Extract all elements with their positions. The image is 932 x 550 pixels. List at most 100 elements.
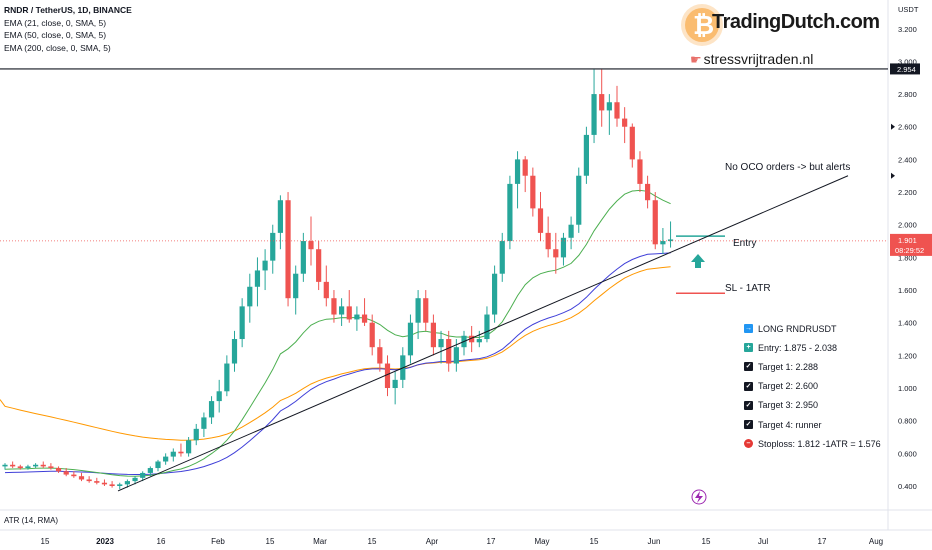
info-row-stoploss: – Stoploss: 1.812 -1ATR = 1.576 <box>744 434 881 453</box>
ema21-path <box>4 189 671 477</box>
info-text: Target 4: runner <box>758 419 822 430</box>
resistance-price-text: 2.954 <box>897 65 916 74</box>
ema200-line <box>0 266 671 441</box>
price-axis[interactable]: USDT 3.200 3.000 2.800 2.600 2.400 2.200 2.000 1… <box>890 5 932 491</box>
time-tick-label: May <box>534 537 549 546</box>
candle-body <box>438 339 444 348</box>
candle-body <box>453 347 459 364</box>
candle-body <box>216 391 222 402</box>
time-tick-label: 15 <box>41 537 50 546</box>
candle-body <box>17 466 23 469</box>
candle-body <box>652 200 658 245</box>
candle-body <box>293 273 299 299</box>
candle-body <box>384 363 391 389</box>
candle-body <box>537 208 544 233</box>
candle-body <box>560 237 567 258</box>
check-icon: ✓ <box>744 362 753 372</box>
candle-body <box>476 339 482 343</box>
info-row-target4: ✓ Target 4: runner <box>744 415 881 434</box>
time-tick-label: Jul <box>758 537 768 546</box>
ema50-line <box>4 252 671 475</box>
info-text: LONG RNDRUSDT <box>758 323 837 334</box>
price-tick-label: 2.200 <box>898 188 917 197</box>
candle-body <box>239 306 245 340</box>
time-tick-label: 17 <box>818 537 827 546</box>
candle-body <box>117 484 123 486</box>
price-tick-label: 0.800 <box>898 417 917 426</box>
indicator-ema50[interactable]: EMA (50, close, 0, SMA, 5) <box>4 30 107 40</box>
candle-body <box>170 451 176 457</box>
candle-body <box>323 281 329 299</box>
candle-body <box>522 159 528 176</box>
info-text: Target 3: 2.950 <box>758 400 819 411</box>
indicator-ema21[interactable]: EMA (21, close, 0, SMA, 5) <box>4 17 107 28</box>
candle-body <box>316 249 322 282</box>
time-tick-label: 15 <box>368 537 377 546</box>
candle-body <box>667 239 674 242</box>
time-tick-label: 15 <box>266 537 275 546</box>
candle-body <box>201 417 207 429</box>
candle-body <box>606 102 612 111</box>
candle-body <box>645 183 651 201</box>
candle-body <box>178 451 184 454</box>
candle-body <box>637 159 643 184</box>
price-tick-label: 1.000 <box>898 384 917 393</box>
candle-body <box>331 298 337 315</box>
candle-body <box>163 456 169 462</box>
candle-body <box>430 322 436 348</box>
candle-body <box>614 102 620 119</box>
candle-body <box>231 339 238 364</box>
candle-body <box>2 464 8 467</box>
info-row-target3: ✓ Target 3: 2.950 <box>744 396 881 415</box>
axis-marker-icon <box>891 123 895 130</box>
candle-body <box>530 175 536 209</box>
candle-body <box>377 347 383 364</box>
price-tick-label: 2.400 <box>898 155 917 164</box>
current-price-tag <box>890 233 932 256</box>
atr-indicator-label[interactable]: ATR (14, RMA) <box>4 516 59 525</box>
candle-body <box>101 482 108 485</box>
candle-body <box>407 322 414 356</box>
info-text: Entry: 1.875 - 2.038 <box>758 342 838 353</box>
time-axis[interactable]: 15 2023 16 Feb 15 Mar 15 Apr 17 May 15 Jun 15 Jul 17 Au… <box>41 537 884 546</box>
time-tick-label: 16 <box>157 537 166 546</box>
candle-body <box>361 314 368 323</box>
check-icon: ✓ <box>744 400 753 410</box>
check-icon: ✓ <box>744 420 753 430</box>
stop-icon: – <box>744 439 753 449</box>
candle-body <box>78 476 85 480</box>
info-row-entry: + Entry: 1.875 - 2.038 <box>744 338 881 357</box>
candle-body <box>423 298 429 323</box>
candle-body <box>55 468 62 472</box>
candle-body <box>224 363 230 392</box>
info-text: Target 1: 2.288 <box>758 361 819 372</box>
candle-body <box>300 241 306 274</box>
candle-body <box>254 270 261 287</box>
candle-body <box>576 175 582 225</box>
candle-body <box>270 232 276 261</box>
candle-body <box>622 118 628 127</box>
annotation-no-oco: No OCO orders -> but alerts <box>725 162 850 173</box>
candle-body <box>147 468 153 473</box>
time-tick-label: Aug <box>869 537 883 546</box>
svg-text:₿: ₿ <box>693 10 714 40</box>
indicator-ema200[interactable]: EMA (200, close, 0, SMA, 5) <box>4 42 111 53</box>
price-tick-label: 0.600 <box>898 449 917 458</box>
time-tick-label: Jun <box>648 537 661 546</box>
countdown-text: 08:29:52 <box>895 246 924 255</box>
time-tick-label: Mar <box>313 537 327 546</box>
candle-body <box>660 241 666 245</box>
price-tick-label: 0.400 <box>898 482 917 491</box>
candle-body <box>124 481 130 485</box>
candle-body <box>499 241 505 274</box>
candle-body <box>545 232 551 250</box>
symbol-title: RNDR / TetherUS, 1D, BINANCE <box>4 5 132 15</box>
candle-body <box>484 314 490 340</box>
candle-body <box>392 379 398 389</box>
currency-label: USDT <box>898 5 919 14</box>
lightning-icon[interactable] <box>691 489 707 505</box>
annotation-entry: Entry <box>733 238 756 249</box>
time-tick-label: Feb <box>211 537 225 546</box>
candle-body <box>629 126 635 160</box>
